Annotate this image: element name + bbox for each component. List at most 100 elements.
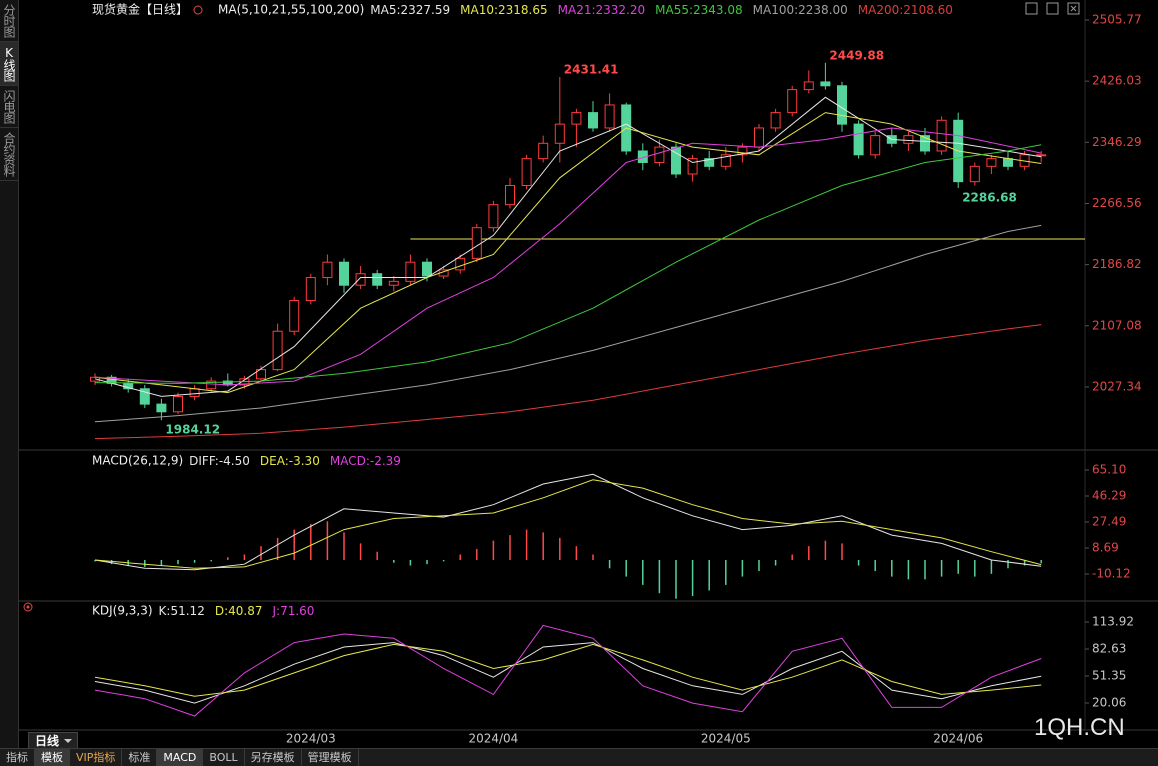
legend-value: 2332.20 xyxy=(596,3,646,17)
watermark: 1QH.CN xyxy=(1034,714,1125,741)
candle-body xyxy=(754,127,764,148)
legend-label: MACD: xyxy=(330,454,370,468)
settings-icon[interactable] xyxy=(23,602,33,612)
y-tick-label: 2107.08 xyxy=(1092,318,1142,332)
toolbar-item[interactable]: 管理模板 xyxy=(302,749,359,766)
candle-body xyxy=(538,142,549,160)
candle-body xyxy=(405,261,416,282)
candle-body xyxy=(554,123,565,144)
toolbar-item[interactable]: VIP指标 xyxy=(70,749,123,766)
side-tab[interactable]: K线图 xyxy=(0,42,18,86)
y-tick-label: 2346.29 xyxy=(1092,135,1142,149)
candle-body xyxy=(521,158,532,186)
legend-label: J: xyxy=(271,604,280,618)
legend-entry: MA55:2343.08 xyxy=(655,3,743,17)
legend-value: -3.30 xyxy=(289,454,320,468)
high-label: 2449.88 xyxy=(829,48,884,62)
x-tick-label: 2024/05 xyxy=(701,732,751,746)
candle-body xyxy=(588,112,598,129)
legend-value: 2318.65 xyxy=(498,3,548,17)
legend-entry: MA21:2332.20 xyxy=(558,3,646,17)
legend-label: MA100: xyxy=(753,3,799,17)
candle-body xyxy=(820,81,831,87)
legend-entry: D:40.87 xyxy=(215,604,263,618)
indicator-line xyxy=(94,624,1042,717)
indicator-line xyxy=(94,127,1042,386)
toolbar-item[interactable]: 另存模板 xyxy=(245,749,302,766)
candle-body xyxy=(853,123,864,156)
toolbar-item[interactable]: 指标 xyxy=(0,749,35,766)
y-tick-label: 2266.56 xyxy=(1092,196,1142,210)
y-tick-label: 113.92 xyxy=(1092,615,1134,629)
candle-body xyxy=(322,261,333,279)
legend-value: 2327.59 xyxy=(401,3,451,17)
legend-entry: K:51.12 xyxy=(159,604,205,618)
indicator-line xyxy=(94,144,1042,384)
legend-value: -2.39 xyxy=(370,454,401,468)
candle-body xyxy=(571,112,582,125)
candle-body xyxy=(936,119,947,152)
side-tab[interactable]: 闪电图 xyxy=(0,86,18,128)
candle-body xyxy=(305,277,316,302)
legend-value: 2238.00 xyxy=(798,3,848,17)
side-tab[interactable]: 合约资料 xyxy=(0,128,18,181)
legend-value: 2343.08 xyxy=(693,3,743,17)
candle-body xyxy=(289,300,300,332)
candle-body xyxy=(969,165,980,183)
candle-body xyxy=(388,280,399,286)
legend-entry: MA5:2327.59 xyxy=(370,3,450,17)
candle-body xyxy=(737,146,748,156)
toolbar-item[interactable]: 模板 xyxy=(35,749,70,766)
legend-label: MA10: xyxy=(460,3,498,17)
sidebar: 分时图 K线图 闪电图 合约资料 xyxy=(0,0,19,748)
legend-entry: DEA:-3.30 xyxy=(260,454,320,468)
candle-body xyxy=(720,154,731,167)
legend-label: MA55: xyxy=(655,3,693,17)
candle-body xyxy=(189,388,200,397)
chart-title: MACD(26,12,9) xyxy=(92,454,183,468)
candle-body xyxy=(339,261,349,286)
legend-label: DEA: xyxy=(260,454,289,468)
side-tab[interactable]: 分时图 xyxy=(0,0,18,42)
candle-body xyxy=(272,330,283,371)
indicator-line xyxy=(94,324,1042,440)
toolbar-item[interactable]: BOLL xyxy=(203,749,245,766)
indicator-line xyxy=(94,479,1042,569)
toolbar-item[interactable]: MACD xyxy=(157,749,204,766)
candle-body xyxy=(687,158,698,175)
y-tick-label: 2426.03 xyxy=(1092,74,1142,88)
legend-label: MA21: xyxy=(558,3,596,17)
low-label: 2286.68 xyxy=(962,191,1017,205)
legend-entry: MACD:-2.39 xyxy=(330,454,401,468)
candle-body xyxy=(156,403,167,413)
legend-label: MA200: xyxy=(858,3,904,17)
low-label: 1984.12 xyxy=(165,423,220,437)
chart: 2505.77 2426.03 2346.29 2266.56 2186.82 2107.… xyxy=(18,0,1158,746)
indicator-line xyxy=(94,473,1042,571)
legend-entry: MA10:2318.65 xyxy=(460,3,548,17)
candle-body xyxy=(488,204,499,229)
y-tick-label: 2027.34 xyxy=(1092,379,1142,393)
candle-body xyxy=(355,273,366,286)
y-tick-label: 2505.77 xyxy=(1092,12,1142,26)
period-tab[interactable]: 日线 xyxy=(28,732,79,750)
candle-body xyxy=(986,158,997,167)
y-tick-label: -10.12 xyxy=(1092,566,1131,580)
candle-body xyxy=(173,395,183,413)
candle-body xyxy=(803,81,814,91)
candle-body xyxy=(505,184,515,206)
candle-body xyxy=(787,89,798,114)
y-tick-label: 46.29 xyxy=(1092,489,1126,503)
legend-value: 2108.60 xyxy=(903,3,953,17)
candle-body xyxy=(471,227,482,259)
toolbar-item[interactable]: 标准 xyxy=(122,749,158,766)
candle-body xyxy=(1036,154,1047,157)
candle-body xyxy=(837,85,847,125)
y-tick-label: 82.63 xyxy=(1092,642,1126,656)
y-tick-label: 2186.82 xyxy=(1092,257,1142,271)
add-icon xyxy=(193,5,203,15)
window-buttons[interactable] xyxy=(1025,2,1080,15)
indicator-line xyxy=(94,224,1042,423)
candle-body xyxy=(422,261,432,277)
